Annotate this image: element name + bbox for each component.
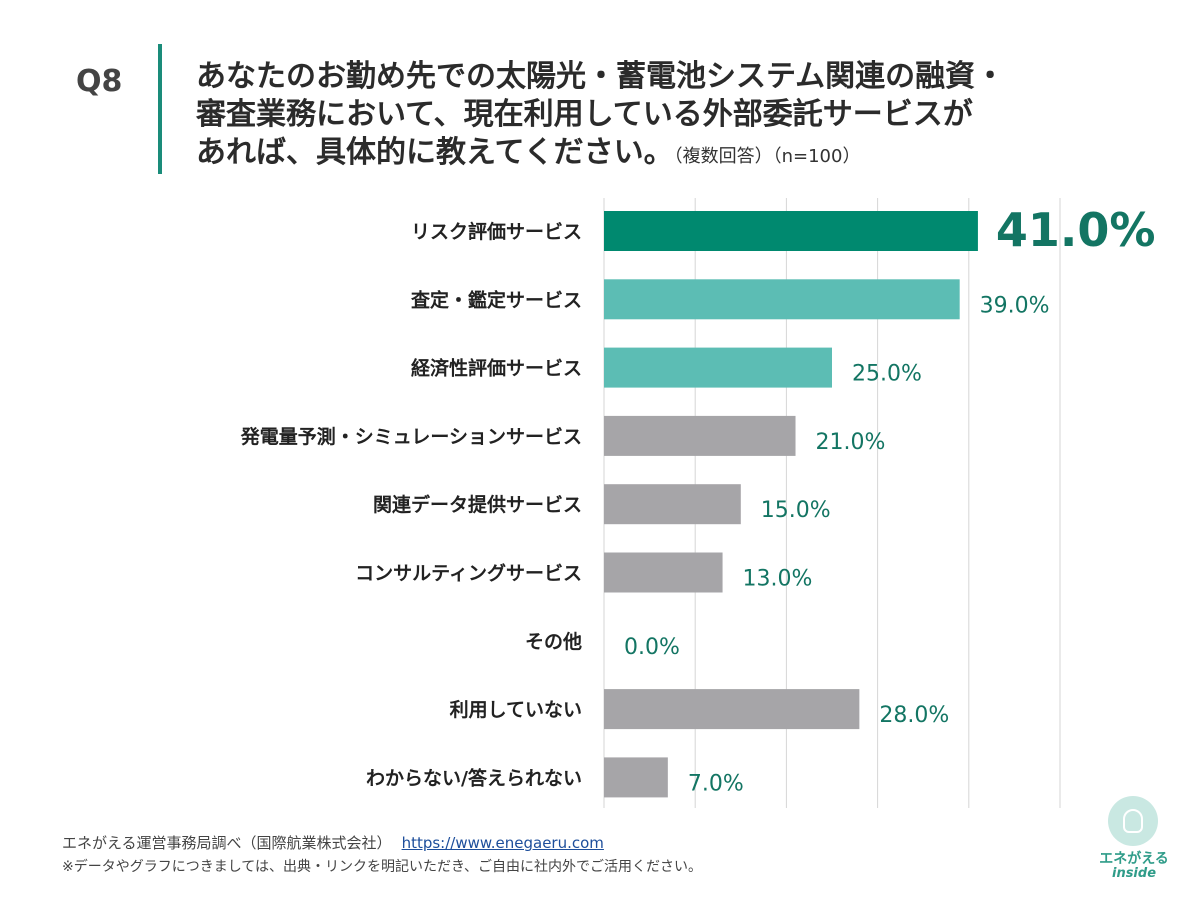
question-line-1: あなたのお勤め先での太陽光・蓄電池システム関連の融資・	[196, 59, 1006, 94]
category-label: 発電量予測・シミュレーションサービス	[240, 425, 582, 448]
value-label: 0.0%	[624, 635, 680, 660]
question-number: Q8	[76, 64, 123, 99]
category-label: 利用していない	[450, 699, 582, 721]
value-label: 15.0%	[761, 498, 831, 523]
category-label: その他	[525, 630, 582, 653]
category-label: コンサルティングサービス	[355, 562, 582, 585]
value-label: 25.0%	[852, 362, 922, 387]
question-text: あなたのお勤め先での太陽光・蓄電池システム関連の融資・ 審査業務において、現在利…	[196, 58, 1156, 176]
bar	[604, 689, 860, 730]
enegaeru-logo: エネがえる inside	[1086, 796, 1182, 886]
source-line: エネがえる運営事務局調べ（国際航業株式会社） https://www.enegae…	[62, 832, 604, 853]
logo-sub: inside	[1111, 866, 1157, 881]
bar	[604, 484, 741, 525]
usage-note: ※データやグラフにつきましては、出典・リンクを明記いただき、ご自由に社内外でご活…	[62, 859, 703, 875]
value-label: 39.0%	[980, 293, 1050, 318]
question-line-3-text: あれば、具体的に教えてください。	[196, 135, 674, 170]
category-label: 経済性評価サービス	[411, 357, 582, 380]
bar	[604, 757, 668, 798]
bar	[604, 552, 723, 593]
bar	[604, 415, 796, 456]
category-label: 査定・鑑定サービス	[410, 288, 582, 311]
source-text: エネがえる運営事務局調べ（国際航業株式会社）	[62, 834, 392, 852]
source-link[interactable]: https://www.enegaeru.com	[401, 834, 604, 852]
value-label: 13.0%	[743, 567, 813, 592]
bar	[604, 211, 978, 251]
value-label: 28.0%	[879, 703, 949, 728]
question-note: （複数回答）（n=100）	[673, 146, 861, 167]
category-label: リスク評価サービス	[411, 220, 582, 243]
value-label: 41.0%	[996, 203, 1156, 257]
lightbulb-icon	[1123, 809, 1143, 833]
question-line-3: あれば、具体的に教えてください。（複数回答）（n=100）	[196, 134, 1156, 176]
value-label: 7.0%	[688, 771, 744, 796]
bar	[604, 347, 832, 388]
question-accent-bar	[158, 44, 162, 174]
logo-badge	[1108, 796, 1158, 846]
category-label: わからない/答えられない	[366, 766, 582, 789]
question-line-2: 審査業務において、現在利用している外部委託サービスが	[196, 97, 973, 132]
value-label: 21.0%	[816, 430, 886, 455]
bar	[604, 279, 960, 320]
category-label: 関連データ提供サービス	[373, 493, 582, 516]
logo-name: エネがえる	[1099, 851, 1169, 867]
